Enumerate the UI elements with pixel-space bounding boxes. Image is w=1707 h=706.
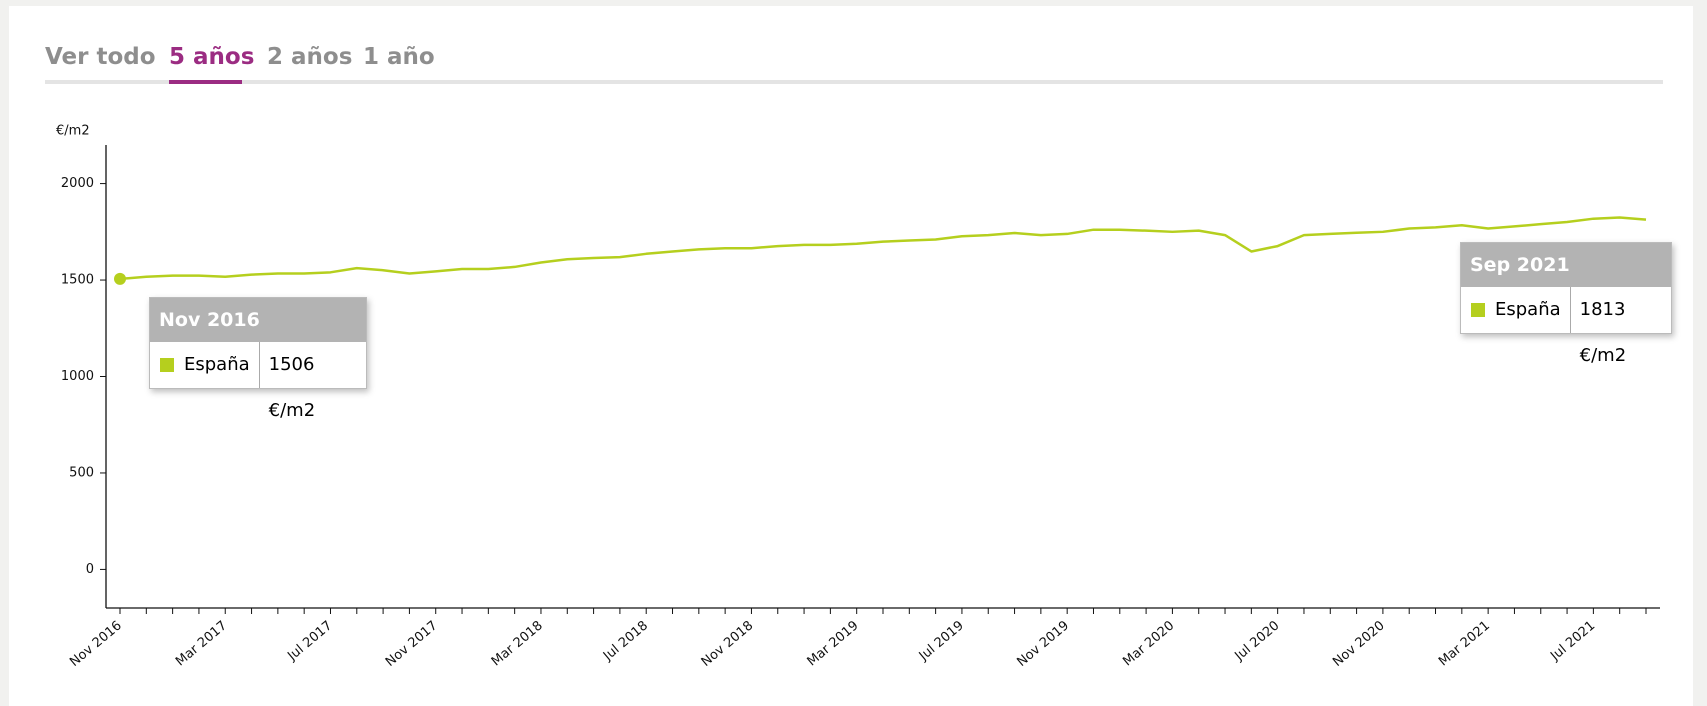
legend-swatch — [1471, 303, 1485, 317]
tooltip-series: España — [184, 354, 250, 375]
tooltip: Nov 2016 España 1506 €/m2 — [149, 297, 367, 421]
x-tick-label: Jul 2017 — [284, 618, 335, 664]
x-tick-label: Nov 2019 — [1014, 618, 1072, 670]
tab[interactable]: 2 años — [267, 44, 353, 70]
y-tick-label: 1000 — [61, 369, 94, 384]
tab[interactable]: Ver todo — [45, 44, 156, 70]
highlight-point — [114, 272, 126, 285]
tooltip: Sep 2021 España 1813 €/m2 — [1460, 242, 1672, 366]
x-tick-label: Nov 2017 — [383, 618, 441, 670]
x-tick-label: Mar 2017 — [173, 618, 230, 669]
x-tick-label: Nov 2018 — [699, 618, 757, 670]
tooltip-series: España — [1495, 299, 1561, 320]
y-tick-label: 0 — [86, 562, 94, 577]
tab-underline — [169, 80, 242, 84]
y-axis-label: €/m2 — [56, 124, 90, 139]
y-tick-label: 2000 — [61, 176, 94, 191]
x-tick-label: Nov 2020 — [1330, 618, 1388, 670]
x-tick-label: Jul 2020 — [1232, 618, 1283, 664]
tooltip-title: Sep 2021 — [1461, 243, 1671, 287]
tab[interactable]: 1 año — [363, 44, 435, 70]
y-tick-label: 500 — [69, 465, 94, 480]
tooltip-value: 1506 €/m2 — [268, 354, 316, 421]
tab-rule — [45, 80, 1663, 84]
tab-active[interactable]: 5 años — [169, 44, 255, 70]
x-tick-label: Jul 2021 — [1547, 618, 1598, 664]
line — [119, 216, 1647, 281]
tooltip-value: 1813 €/m2 — [1579, 299, 1627, 366]
x-tick-label: Jul 2018 — [600, 618, 651, 664]
x-tick-label: Mar 2018 — [489, 618, 546, 669]
x-tick-label: Mar 2021 — [1436, 618, 1493, 669]
legend-swatch — [160, 358, 174, 372]
tooltip-title: Nov 2016 — [150, 298, 366, 342]
x-tick-label: Mar 2019 — [805, 618, 862, 669]
y-tick-label: 1500 — [61, 273, 94, 288]
x-tick-label: Mar 2020 — [1120, 618, 1177, 669]
x-tick-label: Jul 2019 — [916, 618, 967, 664]
x-tick-label: Nov 2016 — [67, 618, 125, 670]
